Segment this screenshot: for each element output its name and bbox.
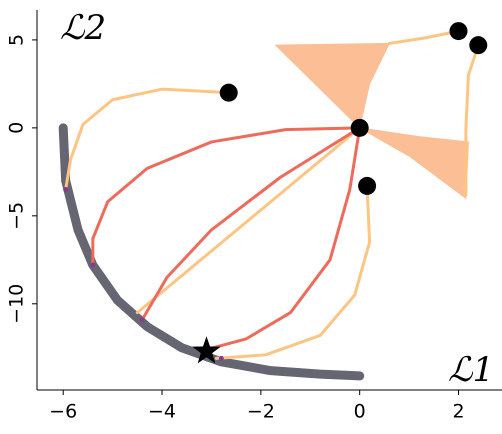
trajectory	[464, 43, 480, 197]
end-point	[90, 262, 96, 268]
start-point	[350, 118, 369, 137]
trajectory	[64, 87, 231, 191]
x-tick-label: −2	[247, 401, 275, 423]
y-tick-label: 0	[6, 122, 28, 134]
start-point	[358, 176, 377, 195]
end-point	[139, 317, 145, 323]
x-axis-label: ℒ1	[448, 350, 494, 390]
trajectory-region	[359, 127, 469, 200]
x-tick-label: 2	[452, 401, 464, 423]
trajectory	[58, 123, 365, 381]
end-point	[218, 355, 224, 361]
trajectory	[387, 29, 461, 45]
y-axis-label: ℒ2	[60, 8, 106, 48]
optimum-star	[192, 336, 221, 364]
x-tick-label: −6	[49, 401, 77, 423]
y-tick-label: 5	[6, 34, 28, 46]
start-point	[449, 22, 468, 41]
trajectory	[135, 126, 362, 315]
trajectory-region	[274, 42, 391, 129]
trajectory	[214, 184, 372, 360]
x-tick-label: 0	[354, 401, 366, 423]
start-point	[219, 83, 238, 102]
trajectory	[91, 126, 362, 267]
y-tick-label: −10	[6, 284, 28, 324]
trajectory	[204, 126, 362, 352]
end-point	[63, 186, 69, 192]
start-point	[469, 36, 488, 55]
x-tick-label: −4	[148, 401, 176, 423]
trajectory	[140, 126, 362, 322]
y-tick-label: −5	[6, 202, 28, 230]
